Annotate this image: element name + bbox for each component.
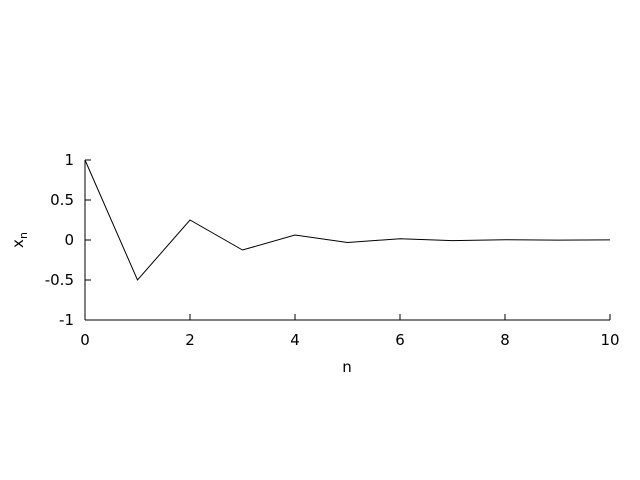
x-tick-label: 0 [80,331,90,349]
x-tick-label: 4 [290,331,300,349]
series-line [84,159,611,281]
x-tick-label: 2 [185,331,195,349]
y-axis-label-base: x [9,239,27,248]
y-tick-label: -0.5 [45,271,74,289]
x-tick-label: 6 [395,331,405,349]
x-axis-label: n [342,358,352,376]
y-tick-label: 1 [64,151,74,169]
x-tick-label: 10 [600,331,619,349]
x-tick-label: 8 [500,331,510,349]
y-axis-label: xn [9,232,30,248]
y-tick-label: -1 [59,311,74,329]
y-tick-label: 0 [64,231,74,249]
y-axis-label-subscript: n [17,232,30,239]
ticks: 0 2 4 6 8 10 -1 -0.5 0 0.5 1 [45,151,620,349]
y-tick-label: 0.5 [50,191,74,209]
series [84,159,611,281]
